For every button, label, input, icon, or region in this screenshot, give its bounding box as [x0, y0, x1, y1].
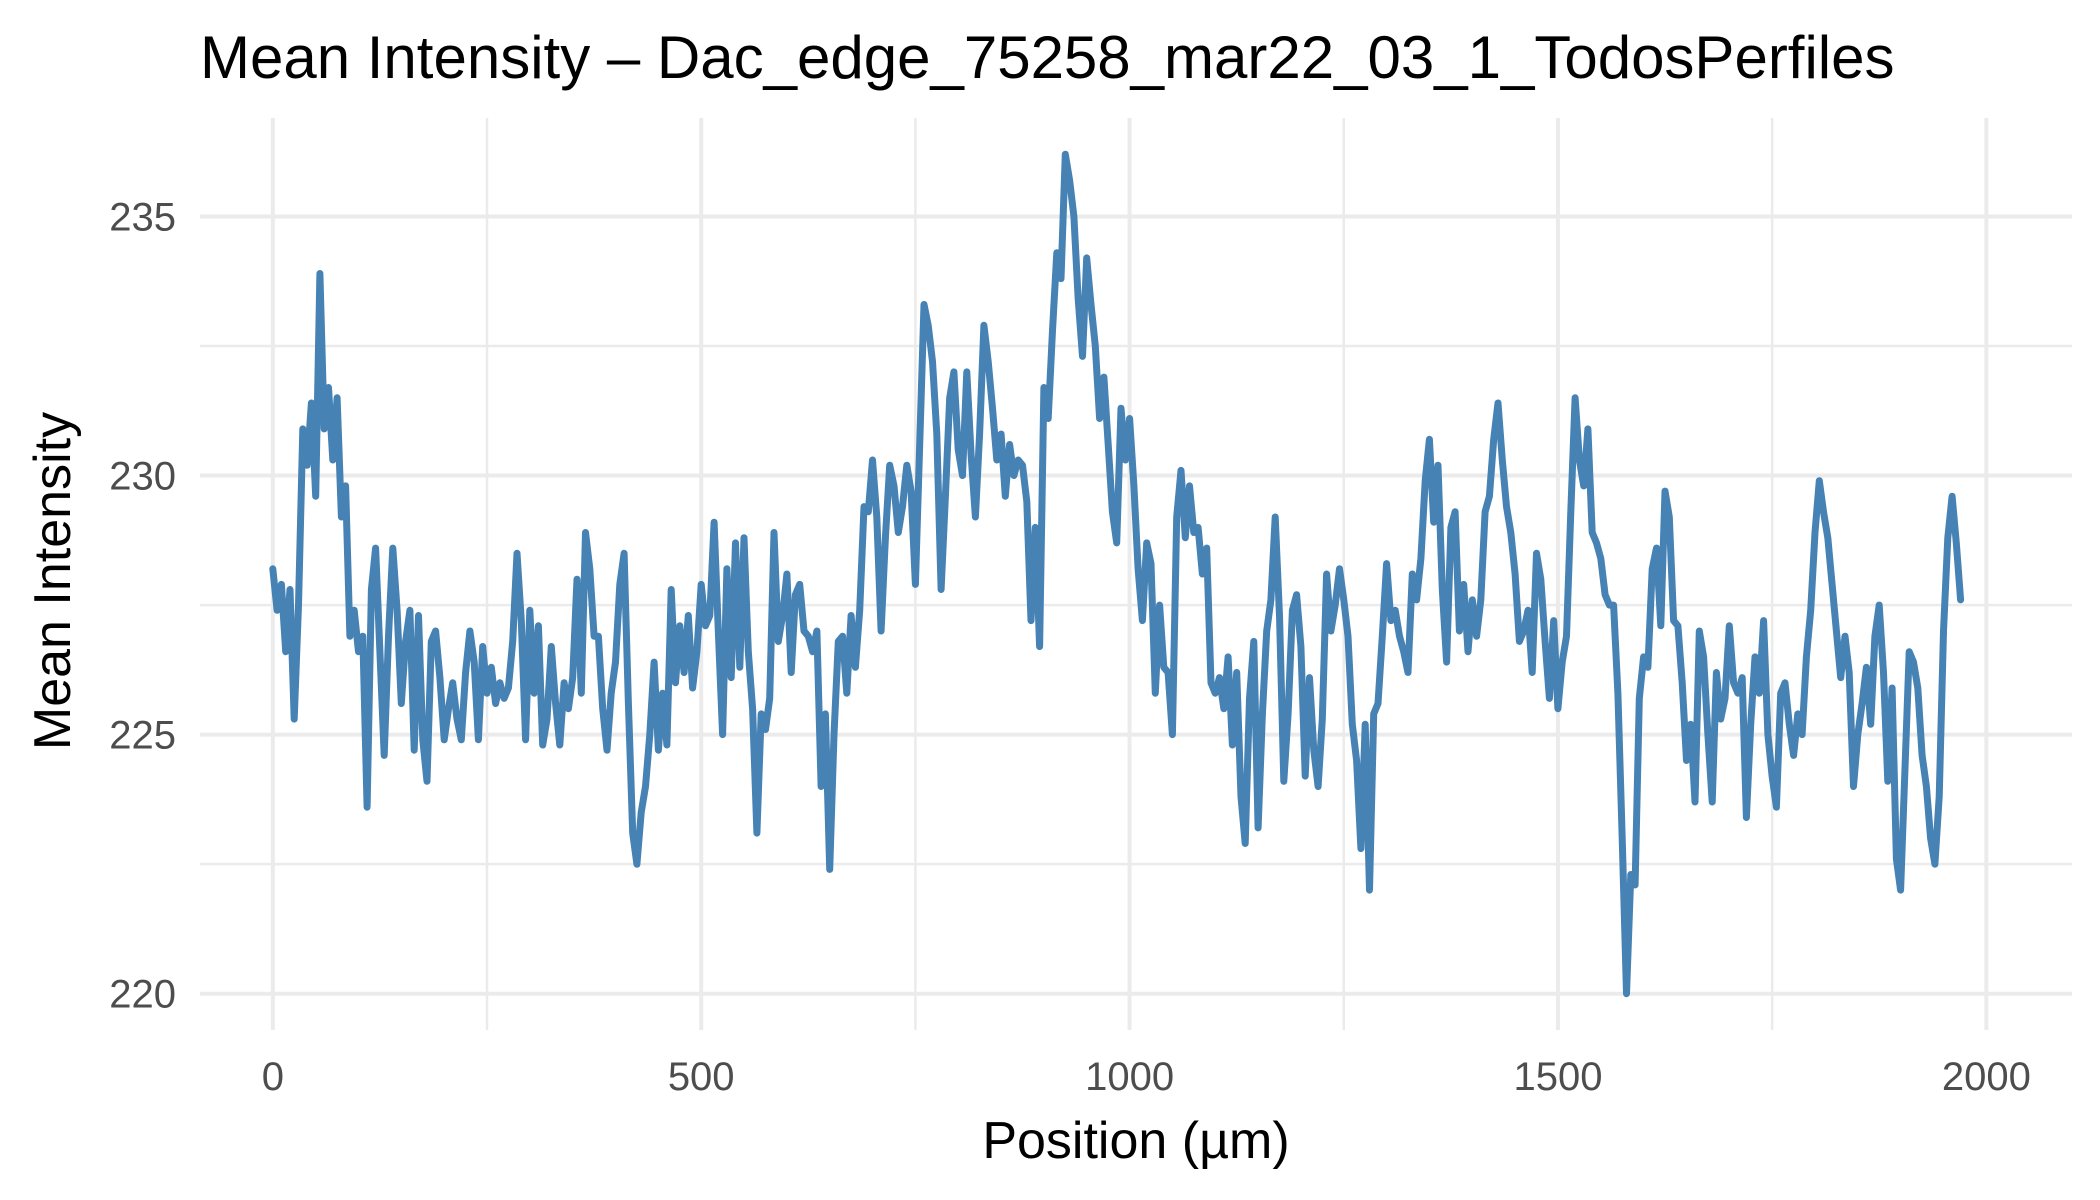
x-axis-tick-labels: 0 500 1000 1500 2000 [262, 1055, 2031, 1099]
y-tick-label: 235 [109, 195, 176, 239]
x-tick-label: 1500 [1513, 1055, 1602, 1099]
y-axis-title: Mean Intensity [24, 412, 82, 750]
series-layer [269, 150, 1965, 998]
x-tick-label: 0 [262, 1055, 284, 1099]
y-tick-label: 220 [109, 973, 176, 1017]
x-tick-label: 1000 [1085, 1055, 1174, 1099]
major-gridlines [200, 118, 2072, 1030]
series-line-1 [269, 150, 1965, 998]
x-tick-label: 500 [668, 1055, 735, 1099]
y-axis-tick-labels: 220 225 230 235 [109, 195, 176, 1016]
chart-title: Mean Intensity – Dac_edge_75258_mar22_03… [200, 24, 1895, 91]
x-tick-label: 2000 [1942, 1055, 2031, 1099]
x-axis-title: Position (µm) [982, 1112, 1289, 1170]
y-tick-label: 225 [109, 714, 176, 758]
y-tick-label: 230 [109, 455, 176, 499]
